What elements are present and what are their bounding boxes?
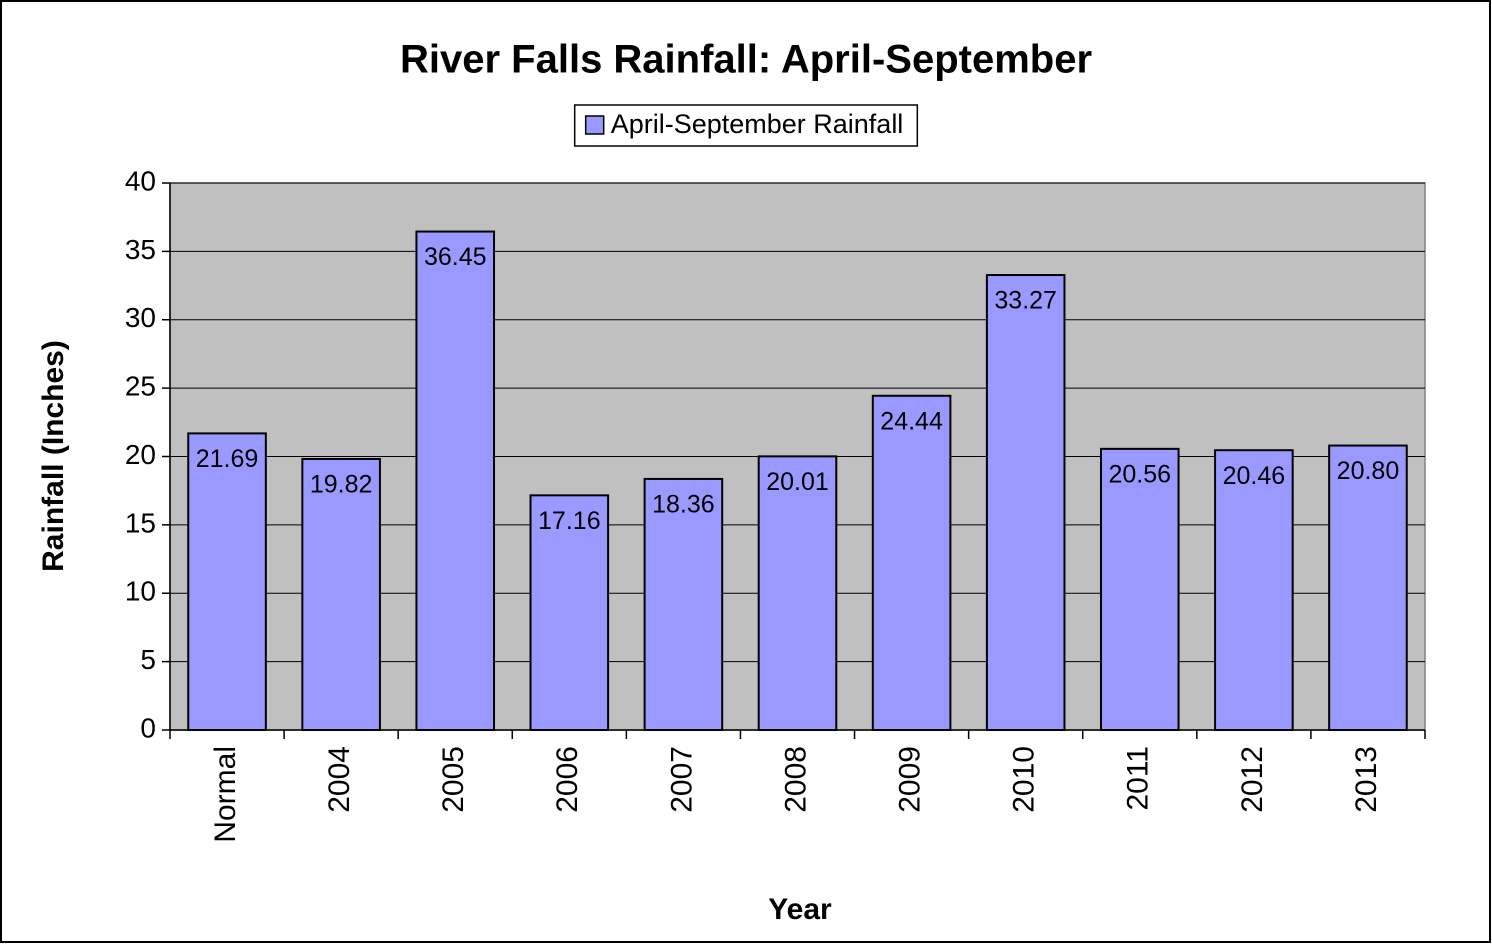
y-tick-label: 35 (125, 234, 156, 265)
y-tick-label: 0 (140, 712, 156, 743)
y-axis-title: Rainfall (Inches) (37, 340, 70, 572)
legend-swatch (584, 115, 605, 135)
data-label: 19.82 (310, 471, 373, 499)
data-label: 24.44 (880, 407, 943, 435)
data-label: 36.45 (424, 243, 487, 271)
data-label: 21.69 (196, 445, 259, 473)
x-tick-label: 2011 (1122, 746, 1155, 811)
bar (757, 455, 838, 731)
x-tick-label: 2004 (323, 746, 356, 813)
bar (529, 494, 610, 731)
y-tick-label: 15 (125, 507, 156, 538)
data-label: 20.56 (1108, 460, 1171, 488)
x-tick-label: 2006 (551, 746, 584, 813)
y-tick-label: 5 (140, 644, 156, 675)
y-tick-label: 30 (125, 302, 156, 333)
bar (985, 274, 1066, 731)
bar (415, 230, 496, 731)
x-tick-label: Normal (209, 746, 242, 843)
data-label: 33.27 (994, 287, 1057, 315)
bar (187, 432, 267, 731)
data-label: 18.36 (652, 491, 715, 519)
data-label: 17.16 (538, 507, 601, 535)
legend-label: April-September Rainfall (611, 109, 904, 139)
bar (871, 394, 952, 731)
x-tick-label: 2013 (1350, 746, 1383, 813)
y-tick-label: 20 (125, 439, 156, 470)
x-tick-label: 2012 (1236, 746, 1269, 813)
x-tick-label: 2005 (437, 746, 470, 813)
bar (1328, 444, 1408, 731)
x-tick-label: 2009 (894, 746, 927, 813)
bar (643, 477, 724, 731)
legend-box (573, 104, 919, 147)
y-tick-label: 10 (125, 576, 156, 607)
bar (1099, 447, 1180, 731)
x-tick-label: 2007 (665, 746, 698, 813)
bar (1214, 449, 1294, 731)
x-axis-title: Year (768, 893, 832, 926)
bar (301, 457, 381, 731)
chart-title: River Falls Rainfall: April-September (400, 38, 1092, 82)
data-label: 20.01 (766, 468, 829, 496)
y-tick-label: 25 (125, 371, 156, 402)
y-tick-label: 40 (125, 165, 156, 196)
data-label: 20.46 (1223, 462, 1286, 490)
data-label: 20.80 (1337, 457, 1400, 485)
x-tick-label: 2008 (779, 746, 812, 813)
x-tick-label: 2010 (1008, 746, 1041, 813)
